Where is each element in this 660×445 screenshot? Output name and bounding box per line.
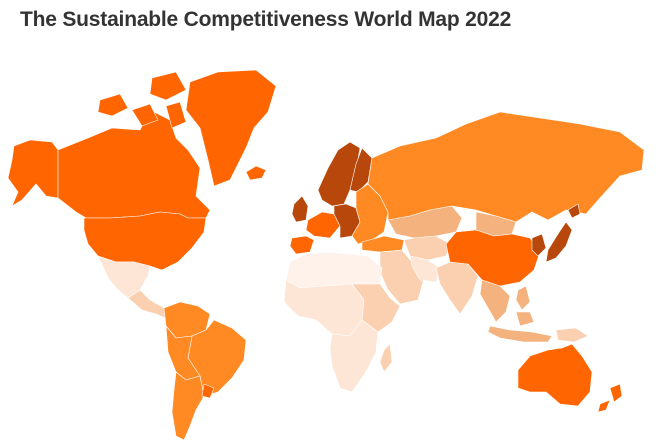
region-united-states[interactable] bbox=[83, 211, 207, 271]
region-southern-africa[interactable] bbox=[329, 319, 379, 393]
region-canada[interactable] bbox=[97, 71, 187, 129]
region-uruguay[interactable] bbox=[201, 383, 215, 399]
region-west-central-africa[interactable] bbox=[283, 279, 365, 337]
region-southeast-asia[interactable] bbox=[479, 279, 511, 323]
region-alaska[interactable] bbox=[7, 139, 59, 207]
region-madagascar[interactable] bbox=[379, 343, 393, 373]
region-mexico[interactable] bbox=[97, 255, 151, 299]
region-greenland[interactable] bbox=[185, 69, 277, 187]
page-title: The Sustainable Competitiveness World Ma… bbox=[20, 8, 512, 31]
region-australia[interactable] bbox=[517, 343, 593, 407]
region-finland[interactable] bbox=[349, 147, 373, 193]
region-japan[interactable] bbox=[545, 221, 573, 263]
region-russia[interactable] bbox=[367, 111, 645, 223]
region-southeast-asia[interactable] bbox=[515, 285, 531, 311]
region-east-africa[interactable] bbox=[351, 283, 401, 333]
region-south-asia[interactable] bbox=[435, 261, 479, 315]
region-indonesia[interactable] bbox=[487, 311, 553, 343]
region-kazakhstan[interactable] bbox=[387, 205, 463, 239]
region-korea[interactable] bbox=[531, 233, 547, 257]
region-united-kingdom[interactable] bbox=[291, 195, 309, 223]
region-papua-new-guinea[interactable] bbox=[555, 327, 589, 343]
region-new-zealand[interactable] bbox=[597, 383, 623, 413]
region-japan[interactable] bbox=[567, 203, 581, 219]
region-north-africa[interactable] bbox=[285, 251, 383, 289]
region-western-europe[interactable] bbox=[305, 211, 341, 239]
region-iran[interactable] bbox=[409, 255, 441, 283]
region-iceland[interactable] bbox=[245, 165, 267, 181]
region-chile-argentina[interactable] bbox=[171, 371, 205, 441]
region-canada[interactable] bbox=[57, 109, 211, 219]
region-iberia[interactable] bbox=[289, 235, 315, 255]
region-china[interactable] bbox=[445, 229, 541, 287]
